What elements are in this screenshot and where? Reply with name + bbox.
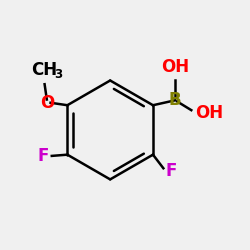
Text: B: B: [169, 91, 181, 109]
Text: CH: CH: [31, 60, 57, 78]
Text: 3: 3: [54, 68, 62, 80]
Text: F: F: [165, 162, 177, 180]
Text: OH: OH: [195, 104, 223, 122]
Text: OH: OH: [161, 58, 189, 76]
Text: O: O: [40, 94, 55, 112]
Text: F: F: [38, 147, 49, 165]
